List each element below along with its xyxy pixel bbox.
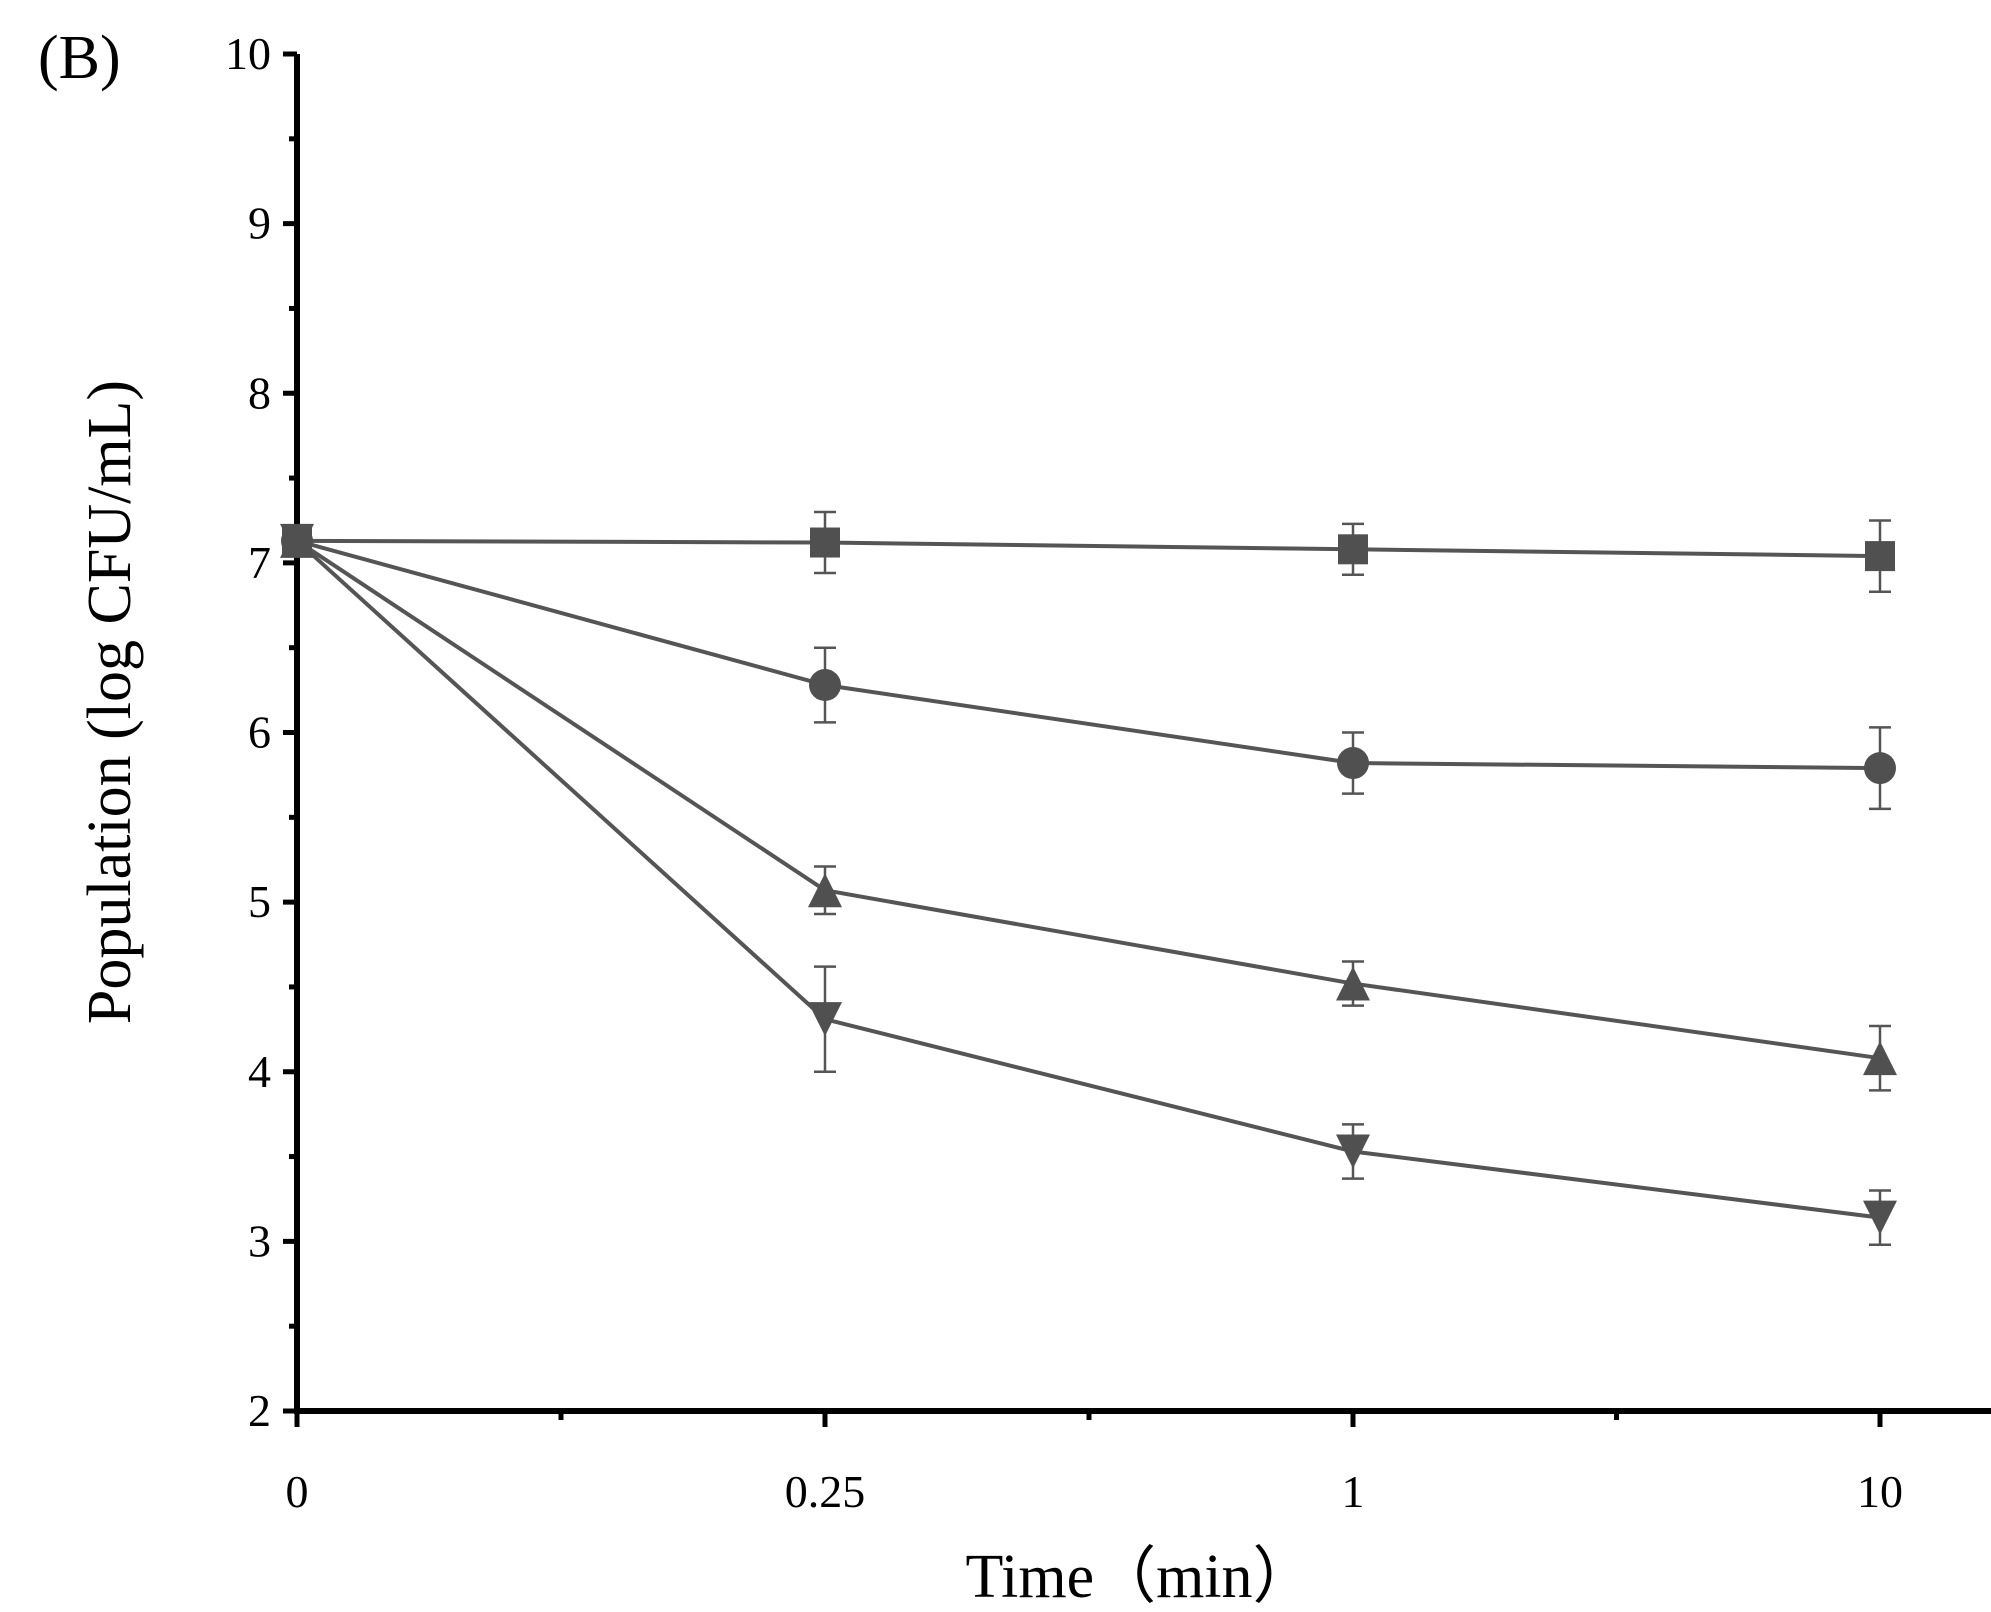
x-tick-label: 1 [1342, 1466, 1365, 1517]
series-4-point [280, 523, 314, 558]
series-3-point [1863, 1041, 1897, 1076]
y-tick-label: 6 [248, 707, 271, 758]
series-1-point [810, 527, 840, 558]
x-tick-label: 0 [286, 1466, 309, 1517]
y-tick-label: 7 [248, 537, 271, 588]
series-1-point [1338, 534, 1368, 565]
y-tick-label: 3 [248, 1215, 271, 1266]
x-ticks: 0 0.25 1 10 [286, 1411, 1903, 1517]
y-tick-label: 8 [248, 367, 271, 418]
series-3-point [808, 873, 842, 908]
y-ticks: 2 3 4 5 6 7 8 9 10 [225, 28, 297, 1436]
series-2-point [1337, 747, 1369, 780]
y-tick-label: 4 [248, 1046, 271, 1097]
y-tick-label: 9 [248, 198, 271, 249]
series-2-point [1864, 752, 1896, 785]
x-tick-label: 10 [1857, 1466, 1903, 1517]
series-4-line [295, 539, 1881, 1220]
series-3-line [295, 539, 1881, 1061]
series-2-point [809, 669, 841, 702]
series-3-point [1336, 966, 1370, 1001]
y-tick-label: 5 [248, 876, 271, 927]
y-tick-label: 10 [225, 28, 271, 79]
x-axis-title: Time（min） [965, 1543, 1314, 1611]
series-1-line [296, 538, 1881, 559]
plot-area [280, 510, 1897, 1247]
panel-label: (B) [38, 24, 121, 92]
series-1-point [1865, 541, 1895, 572]
series-4-point [808, 1002, 842, 1037]
series-2-line [296, 538, 1881, 771]
series-4-point [1336, 1134, 1370, 1169]
x-tick-label: 0.25 [785, 1466, 866, 1517]
y-tick-label: 2 [248, 1385, 271, 1436]
y-axis-title: Population (log CFU/mL) [76, 380, 144, 1024]
series-4-point [1863, 1200, 1897, 1235]
